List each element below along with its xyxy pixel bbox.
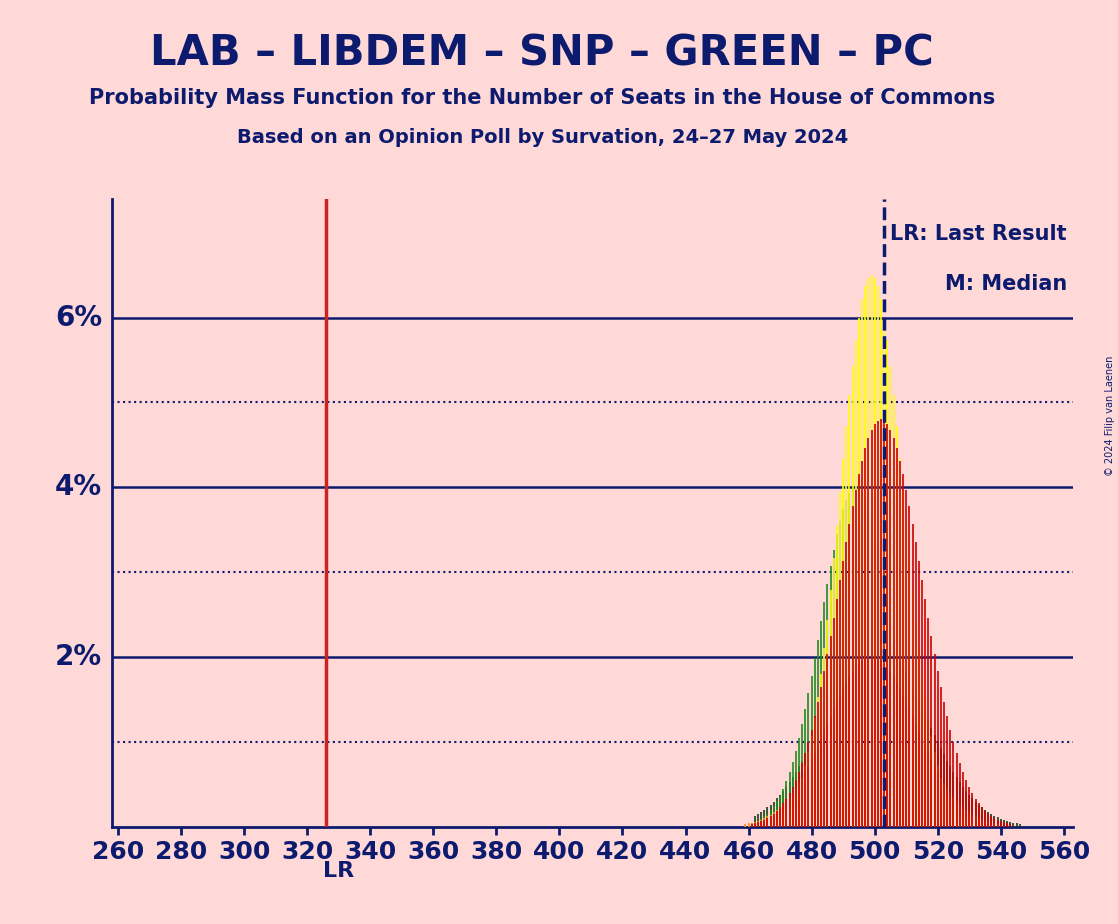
Text: 4%: 4%: [55, 473, 103, 502]
Text: LAB – LIBDEM – SNP – GREEN – PC: LAB – LIBDEM – SNP – GREEN – PC: [150, 32, 935, 74]
Text: Probability Mass Function for the Number of Seats in the House of Commons: Probability Mass Function for the Number…: [89, 88, 995, 108]
Text: 6%: 6%: [55, 303, 103, 332]
Text: LR: Last Result: LR: Last Result: [890, 224, 1067, 244]
Text: M: Median: M: Median: [945, 274, 1067, 294]
Text: 2%: 2%: [55, 643, 103, 671]
Text: Based on an Opinion Poll by Survation, 24–27 May 2024: Based on an Opinion Poll by Survation, 2…: [237, 128, 847, 147]
Text: © 2024 Filip van Laenen: © 2024 Filip van Laenen: [1106, 356, 1115, 476]
Text: LR: LR: [323, 861, 354, 881]
